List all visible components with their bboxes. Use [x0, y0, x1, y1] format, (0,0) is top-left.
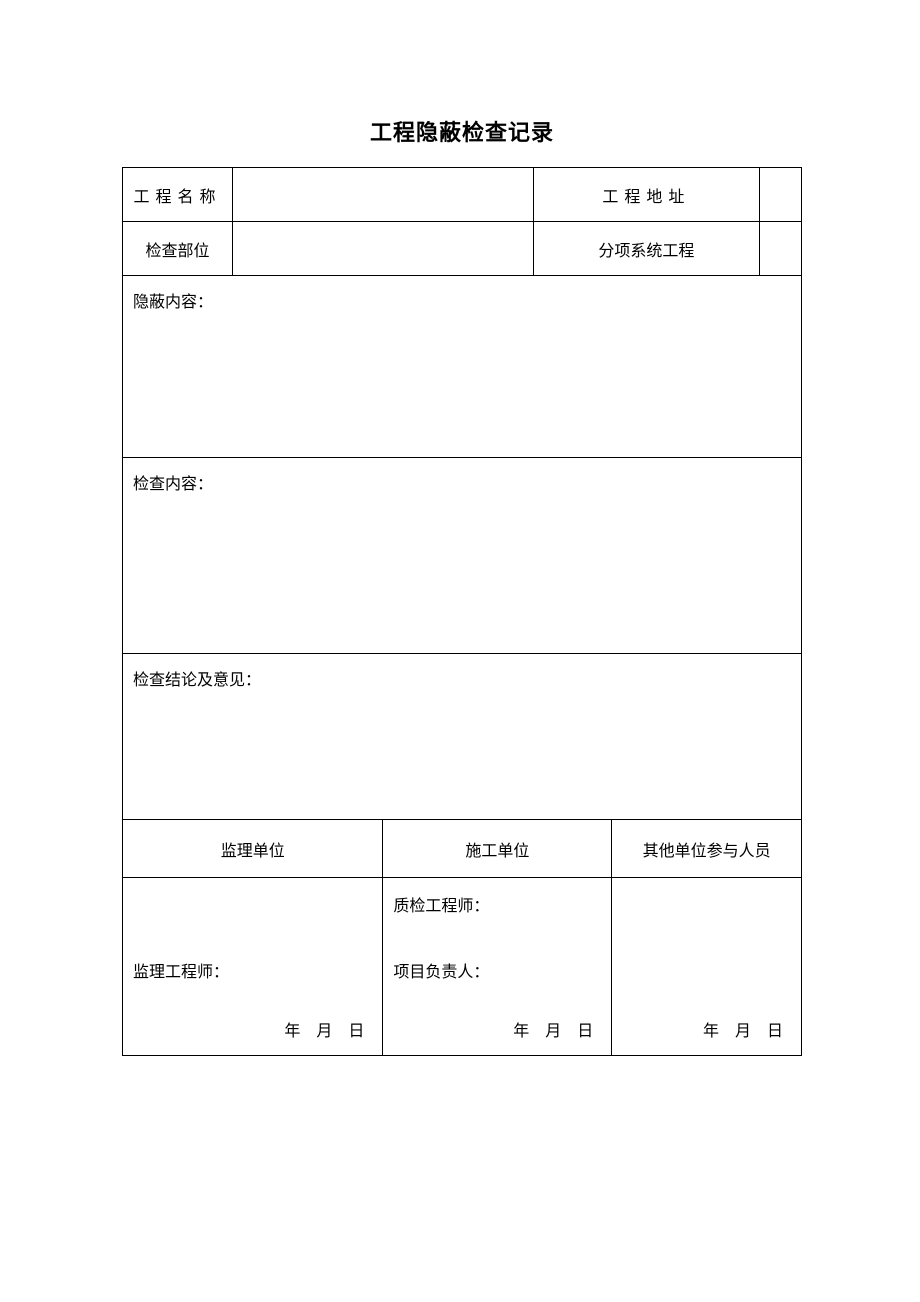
section-check-content: 检查内容：: [123, 458, 802, 654]
row-signatures: 监理工程师： 年月日 质检工程师： 项目负责人： 年月日 年月日: [123, 878, 802, 1056]
date-day: 日: [348, 1017, 364, 1041]
field-project-address: [760, 168, 802, 222]
date-construction: 年月日: [505, 1017, 601, 1041]
row-conclusion: 检查结论及意见：: [123, 654, 802, 820]
label-project-address: 工程地址: [533, 168, 759, 222]
date-other: 年月日: [695, 1017, 791, 1041]
row-check-position: 检查部位 分项系统工程: [123, 222, 802, 276]
label-project-name: 工程名称: [123, 168, 233, 222]
date-month: 月: [735, 1017, 751, 1041]
sig-construction: 质检工程师： 项目负责人： 年月日: [383, 878, 612, 1056]
document-title: 工程隐蔽检查记录: [122, 115, 802, 147]
field-check-position: [233, 222, 534, 276]
date-month: 月: [316, 1017, 332, 1041]
form-table: 工程名称 工程地址 检查部位 分项系统工程 隐蔽内容： 检查内容： 检查结论及意…: [122, 167, 802, 1056]
date-day: 日: [767, 1017, 783, 1041]
date-day: 日: [577, 1017, 593, 1041]
row-unit-header: 监理单位 施工单位 其他单位参与人员: [123, 820, 802, 878]
field-subsystem: [760, 222, 802, 276]
sig-supervision: 监理工程师： 年月日: [123, 878, 383, 1056]
label-check-position: 检查部位: [123, 222, 233, 276]
header-supervision-unit: 监理单位: [123, 820, 383, 878]
date-year: 年: [284, 1017, 300, 1041]
date-year: 年: [703, 1017, 719, 1041]
label-check-content: 检查内容：: [133, 476, 213, 493]
date-year: 年: [513, 1017, 529, 1041]
row-check-content: 检查内容：: [123, 458, 802, 654]
label-conclusion: 检查结论及意见：: [133, 672, 261, 689]
section-hidden-content: 隐蔽内容：: [123, 276, 802, 458]
sig-other: 年月日: [612, 878, 802, 1056]
label-hidden-content: 隐蔽内容：: [133, 294, 213, 311]
label-subsystem: 分项系统工程: [533, 222, 759, 276]
date-supervision: 年月日: [276, 1017, 372, 1041]
row-hidden-content: 隐蔽内容：: [123, 276, 802, 458]
label-quality-engineer: 质检工程师：: [393, 892, 489, 916]
header-construction-unit: 施工单位: [383, 820, 612, 878]
field-project-name: [233, 168, 534, 222]
row-project-name: 工程名称 工程地址: [123, 168, 802, 222]
header-other-unit: 其他单位参与人员: [612, 820, 802, 878]
date-month: 月: [545, 1017, 561, 1041]
label-project-leader: 项目负责人：: [393, 958, 489, 982]
label-supervision-engineer: 监理工程师：: [133, 958, 229, 982]
section-conclusion: 检查结论及意见：: [123, 654, 802, 820]
